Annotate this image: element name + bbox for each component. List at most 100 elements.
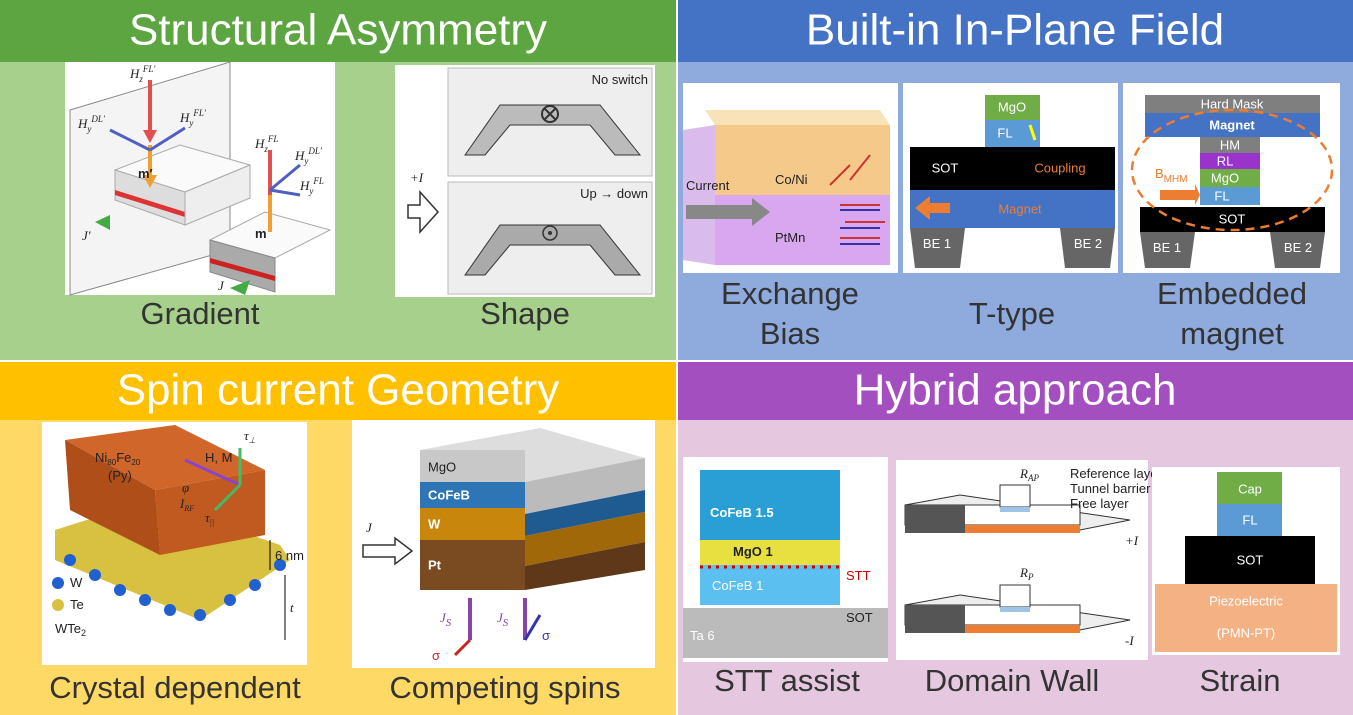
text: I	[179, 496, 185, 511]
item-label: Strain	[1200, 663, 1281, 698]
vector-label: HzFL	[254, 134, 278, 154]
layer-label: W	[428, 516, 441, 531]
current-label: IRF	[179, 496, 194, 513]
label: t	[290, 600, 294, 615]
vector-label: HyFL	[299, 176, 324, 196]
current-label: -I	[1125, 633, 1134, 648]
item-label: Gradient	[141, 296, 260, 331]
field-label: BMHM	[1155, 166, 1188, 185]
text: y	[303, 156, 308, 166]
item-label: Shape	[480, 296, 570, 331]
layer-label: CoFeB 1	[712, 578, 763, 593]
text: z	[138, 74, 143, 84]
panel-title: Built-in In-Plane Field	[806, 6, 1224, 55]
text: DL′	[307, 146, 323, 156]
text: τ	[244, 428, 250, 443]
spin-label: σ	[542, 628, 550, 643]
layer-label: Magnet	[998, 201, 1042, 216]
embedded-magnet-figure	[1123, 83, 1340, 273]
item-label: Domain Wall	[925, 663, 1100, 698]
text: y	[308, 186, 313, 196]
layer-label: SOT	[1237, 552, 1264, 567]
text: H	[129, 66, 140, 81]
legend-label: Te	[70, 597, 84, 612]
layer-label: (PMN-PT)	[1217, 625, 1276, 640]
domain-wall-figure	[896, 460, 1148, 660]
vector-label: HyFL′	[179, 108, 207, 128]
header-bg	[678, 0, 1353, 62]
layer-label: SOT	[1219, 211, 1246, 226]
layer-label: Free layer	[1070, 496, 1129, 511]
text: R	[1019, 565, 1028, 580]
item-label: STT assist	[714, 663, 860, 698]
layer-label: Cap	[1238, 481, 1262, 496]
text: H	[179, 110, 190, 125]
item-label: Competing spins	[390, 670, 621, 705]
electrode-label: BE 2	[1284, 240, 1312, 255]
item-label: Bias	[760, 316, 820, 351]
layer-label: Ta 6	[690, 628, 715, 643]
layer-label: Reference layer	[1070, 466, 1162, 481]
layer-label: Pt	[428, 557, 442, 572]
text: S	[446, 617, 452, 629]
material-label: Ni80Fe20	[95, 450, 141, 467]
spin-label: σ	[432, 648, 440, 663]
vector-label: HyDL′	[77, 114, 106, 134]
layer-label: FL	[1242, 512, 1257, 527]
item-label: Crystal dependent	[49, 670, 301, 705]
text: WTe	[55, 621, 81, 636]
panel-title: Hybrid approach	[854, 366, 1177, 415]
layer-label: PtMn	[775, 230, 805, 245]
text: 20	[131, 458, 140, 467]
text: RF	[183, 504, 194, 513]
text: 80	[107, 458, 116, 467]
competing-spins-figure	[352, 420, 655, 668]
item-label: Embedded	[1157, 276, 1307, 311]
layer-label: Magnet	[1209, 117, 1255, 132]
vector-label: HzFL′	[129, 64, 156, 84]
text: FL′	[142, 64, 157, 74]
text: H	[254, 136, 265, 151]
moment-label: m	[255, 226, 267, 241]
electrode-label: BE 1	[1153, 240, 1181, 255]
text: τ	[205, 510, 211, 525]
panel-title: Structural Asymmetry	[129, 6, 547, 55]
header-bg	[678, 362, 1353, 420]
text: S	[503, 617, 509, 629]
layer-label: FL	[1214, 188, 1229, 203]
stt-assist-figure	[683, 457, 888, 662]
text: DL′	[90, 114, 106, 124]
text: R	[1019, 466, 1028, 481]
layer-label: CoFeB	[428, 487, 470, 502]
label: Current	[686, 178, 730, 193]
crystal-figure	[42, 422, 307, 665]
resistance-label: RP	[1019, 565, 1034, 582]
layer-label: Piezoelectric	[1209, 593, 1283, 608]
header-bg	[0, 0, 676, 62]
item-label: T-type	[969, 296, 1055, 331]
label: 6 nm	[275, 548, 304, 563]
torque-label: τ⊥	[244, 428, 256, 445]
item-label: Exchange	[721, 276, 859, 311]
gradient-figure	[65, 61, 335, 296]
text: Fe	[116, 450, 131, 465]
state-label: No switch	[592, 72, 648, 87]
text: ||	[210, 518, 214, 527]
panel-title: Spin current Geometry	[117, 366, 560, 415]
moment-label: m′	[138, 166, 153, 181]
current-label: +I	[1125, 533, 1139, 548]
text: y	[86, 124, 91, 134]
torque-label: τ||	[205, 510, 214, 527]
label: Coupling	[1034, 160, 1085, 175]
electrode-label: BE 2	[1074, 236, 1102, 251]
crystal-label: WTe2	[55, 621, 86, 638]
text: ⊥	[249, 436, 256, 445]
layer-label: Hard Mask	[1201, 96, 1264, 111]
electrode-label: BE 1	[923, 236, 951, 251]
item-label: magnet	[1180, 316, 1284, 351]
text: P	[1027, 572, 1034, 582]
text: H	[294, 148, 305, 163]
resistance-label: RAP	[1019, 466, 1039, 483]
layer-label: SOT	[932, 160, 959, 175]
